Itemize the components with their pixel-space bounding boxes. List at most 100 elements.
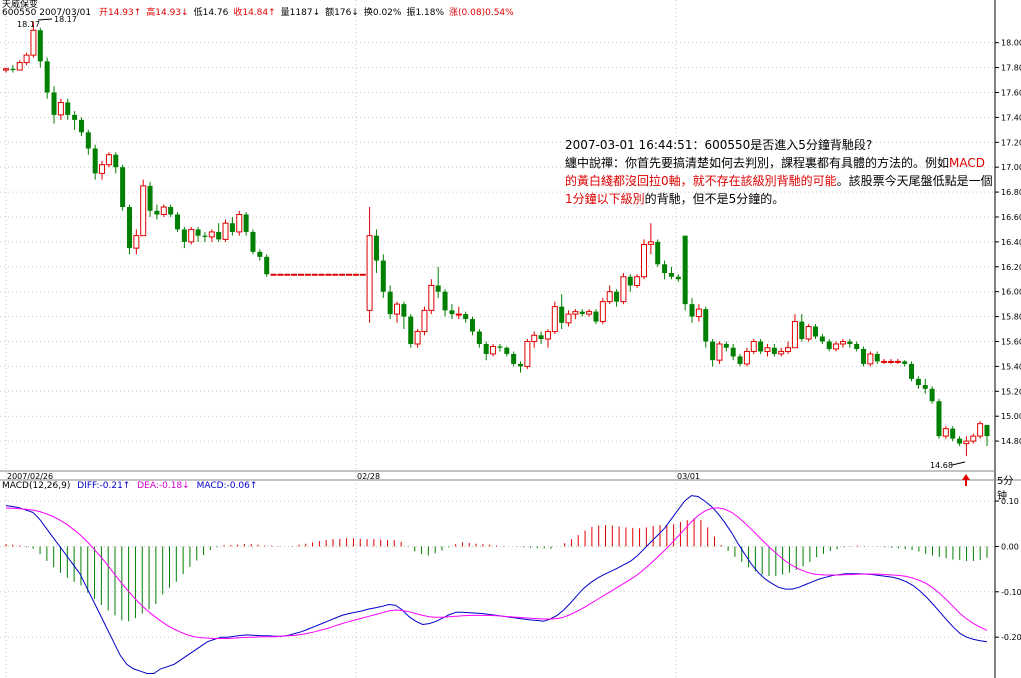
x-axis-label: 02/28 bbox=[357, 472, 380, 481]
candle-body bbox=[387, 291, 393, 315]
candle-body bbox=[346, 273, 353, 276]
candle-body bbox=[133, 235, 140, 249]
candle-body bbox=[490, 345, 497, 355]
candle-body bbox=[442, 291, 448, 311]
candle-body bbox=[168, 207, 174, 215]
candle-body bbox=[126, 207, 132, 249]
candle-body bbox=[359, 273, 366, 276]
candle-body bbox=[105, 154, 112, 166]
candle-body bbox=[455, 313, 462, 316]
candle-body bbox=[586, 311, 593, 315]
candle-body bbox=[16, 62, 23, 71]
candle-body bbox=[791, 321, 798, 349]
candle-body bbox=[929, 388, 935, 402]
kline-tick-label: 15.40 bbox=[1001, 362, 1021, 371]
candle-body bbox=[572, 311, 579, 315]
marker-arrow-icon bbox=[962, 474, 970, 486]
candle-body bbox=[538, 335, 544, 340]
macd-value: MACD:-0.06↑ bbox=[196, 481, 258, 491]
candle-body bbox=[737, 356, 743, 364]
candle-body bbox=[44, 61, 50, 93]
candle-body bbox=[524, 340, 531, 367]
candle-body bbox=[51, 92, 57, 115]
candle-body bbox=[675, 276, 681, 280]
candle-body bbox=[30, 29, 37, 56]
stock-name: 天威保变 bbox=[2, 0, 39, 10]
macd-line-diff bbox=[5, 495, 988, 674]
candle-body bbox=[175, 214, 181, 230]
candle-body bbox=[614, 291, 620, 302]
candle-body bbox=[57, 101, 64, 116]
candle-body bbox=[332, 273, 339, 276]
candle-body bbox=[977, 423, 984, 437]
candle-body bbox=[758, 341, 764, 352]
kline-tick-label: 17.40 bbox=[1001, 113, 1021, 122]
candle-body bbox=[942, 428, 949, 437]
macd-diff: DIFF:-0.21↑ bbox=[77, 481, 131, 491]
candle-body bbox=[805, 326, 812, 340]
candle-body bbox=[544, 331, 551, 340]
candle-body bbox=[511, 353, 517, 364]
candle-body bbox=[627, 276, 633, 286]
candle-body bbox=[634, 276, 641, 286]
candle-body bbox=[950, 428, 956, 439]
candle-body bbox=[922, 385, 928, 389]
high-label-right: 18.17 bbox=[54, 15, 77, 24]
candle-body bbox=[147, 185, 153, 211]
candle-body bbox=[469, 319, 475, 332]
candle-body bbox=[785, 347, 792, 352]
stock-info-bar: 600550 2007/03/01 开14.93↑ 高14.93↓ 低14.76 收1… bbox=[2, 8, 524, 18]
candle-body bbox=[188, 228, 195, 243]
macd-tick-label: 0.00 bbox=[1001, 542, 1019, 551]
candle-body bbox=[284, 273, 291, 276]
candle-body bbox=[579, 311, 585, 315]
annotation-body: 纏中說禪：你首先要搞清楚如何去判別，課程裏都有具體的方法的。例如MACD的黃白綫… bbox=[565, 156, 993, 206]
candle-body bbox=[710, 341, 716, 361]
candle-body bbox=[72, 114, 78, 120]
kline-tick-label: 17.60 bbox=[1001, 88, 1021, 97]
candle-body bbox=[202, 235, 208, 237]
ohlc-stats: 开14.93↑ 高14.93↓ 低14.76 收14.84↑ 量1187↓ 额176↓ 换0… bbox=[99, 8, 519, 18]
candle-body bbox=[723, 343, 729, 348]
kline-tick-label: 18.00 bbox=[1001, 39, 1021, 48]
candle-body bbox=[339, 273, 346, 276]
x-axis-label: 2007/02/26 bbox=[7, 472, 53, 481]
candle-body bbox=[867, 353, 874, 365]
stat-4: 量1187↓ bbox=[280, 8, 321, 18]
code-date: 600550 2007/03/01 bbox=[2, 8, 92, 18]
candle-body bbox=[229, 223, 235, 232]
candle-body bbox=[37, 30, 43, 62]
candle-body bbox=[957, 438, 963, 444]
candle-body bbox=[750, 340, 757, 352]
candle-body bbox=[887, 360, 894, 363]
candle-body bbox=[743, 350, 750, 365]
candle-body bbox=[483, 343, 489, 354]
candle-body bbox=[297, 273, 304, 276]
candle-body bbox=[325, 273, 332, 276]
period-label[interactable]: 5分钟 bbox=[997, 476, 1014, 502]
kline-tick-label: 15.00 bbox=[1001, 412, 1021, 421]
candle-body bbox=[915, 378, 921, 386]
candle-body bbox=[593, 311, 599, 322]
candle-body bbox=[682, 235, 688, 305]
candle-body bbox=[881, 360, 888, 363]
candle-body bbox=[373, 235, 379, 261]
candle-body bbox=[318, 273, 325, 276]
candle-body bbox=[620, 276, 627, 303]
candle-body bbox=[449, 310, 455, 315]
kline-tick-label: 15.80 bbox=[1001, 313, 1021, 322]
candle-body bbox=[565, 313, 572, 324]
macd-title: MACD(12,26,9) bbox=[2, 481, 71, 491]
candle-body bbox=[408, 316, 414, 344]
candle-body bbox=[181, 229, 187, 242]
kline-tick-label: 16.80 bbox=[1001, 188, 1021, 197]
candle-body bbox=[195, 229, 201, 236]
candle-body bbox=[113, 154, 119, 168]
annotation-line1: 2007-03-01 16:44:51：600550是否進入5分鐘背馳段? bbox=[565, 138, 873, 152]
candle-body bbox=[716, 343, 723, 361]
candle-body bbox=[99, 164, 106, 174]
high-label-leader bbox=[37, 18, 53, 21]
candle-body bbox=[394, 303, 401, 315]
high-label-left: 18.17 bbox=[17, 20, 40, 29]
